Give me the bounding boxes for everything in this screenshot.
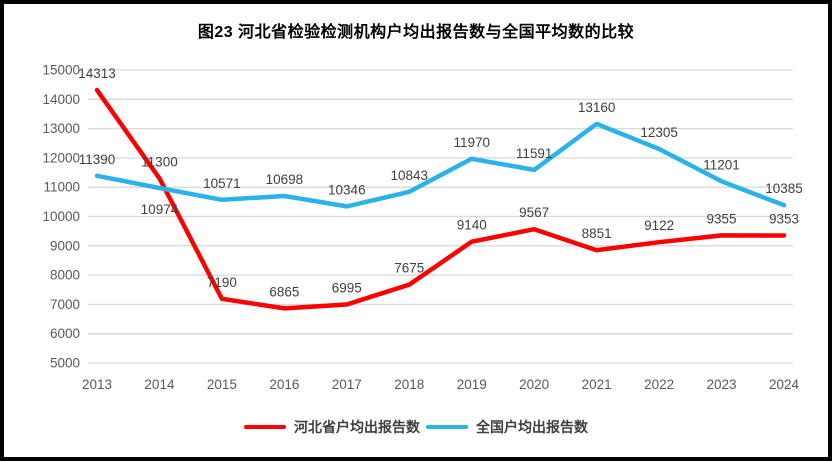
y-axis-tick-label: 14000 xyxy=(42,92,80,107)
data-label: 9567 xyxy=(519,205,549,220)
x-axis-tick-label: 2013 xyxy=(82,377,112,392)
x-axis-tick-label: 2019 xyxy=(457,377,487,392)
data-label: 9140 xyxy=(457,218,487,233)
data-label: 11300 xyxy=(141,154,178,169)
y-axis-tick-label: 15000 xyxy=(42,63,80,78)
data-label: 14313 xyxy=(78,66,116,81)
legend-item-national[interactable]: 全国户均出报告数 xyxy=(426,417,588,437)
line-chart: 5000 6000 7000 8000 9000 10000 11000 12000 13000… xyxy=(42,63,803,393)
data-label: 8851 xyxy=(582,226,612,241)
x-axis-tick-label: 2023 xyxy=(707,377,737,392)
data-label: 11970 xyxy=(453,135,490,150)
national-line-swatch-icon xyxy=(426,425,468,429)
chart-legend: 河北省户均出报告数 全国户均出报告数 xyxy=(4,417,828,437)
legend-label-hebei: 河北省户均出报告数 xyxy=(294,419,420,435)
x-axis-tick-label: 2024 xyxy=(769,377,800,392)
data-label: 11201 xyxy=(703,157,740,172)
data-label: 10698 xyxy=(266,172,304,187)
chart-title: 图23 河北省检验检测机构户均出报告数与全国平均数的比较 xyxy=(197,24,635,41)
data-label: 12305 xyxy=(640,125,678,140)
data-label: 7190 xyxy=(207,275,237,290)
data-label: 10843 xyxy=(390,168,428,183)
y-axis-tick-label: 13000 xyxy=(42,121,80,136)
legend-label-national: 全国户均出报告数 xyxy=(476,419,588,435)
x-axis-tick-label: 2017 xyxy=(332,377,362,392)
y-axis-tick-label: 8000 xyxy=(50,268,80,283)
y-axis-tick-label: 5000 xyxy=(50,356,80,371)
x-axis-tick-label: 2018 xyxy=(394,377,424,392)
data-label: 7675 xyxy=(394,261,424,276)
data-label: 9122 xyxy=(644,218,674,233)
x-axis-tick-label: 2022 xyxy=(644,377,674,392)
y-axis-tick-label: 11000 xyxy=(43,180,80,195)
y-axis-tick-label: 9000 xyxy=(50,238,80,253)
data-label: 6995 xyxy=(332,281,362,296)
data-label: 13160 xyxy=(578,100,616,115)
x-axis-tick-label: 2016 xyxy=(269,377,299,392)
national-line xyxy=(94,121,787,209)
y-axis-tick-label: 6000 xyxy=(50,326,80,341)
data-label: 10385 xyxy=(765,181,803,196)
x-axis-tick-label: 2020 xyxy=(519,377,549,392)
data-label: 11390 xyxy=(79,152,116,167)
hebei-line xyxy=(94,87,787,311)
data-label: 9353 xyxy=(769,211,799,226)
data-label: 9355 xyxy=(707,211,737,226)
legend-item-hebei[interactable]: 河北省户均出报告数 xyxy=(244,417,420,437)
x-axis-tick-label: 2015 xyxy=(207,377,237,392)
x-axis-tick-label: 2021 xyxy=(582,377,612,392)
x-axis-tick-label: 2014 xyxy=(144,377,175,392)
data-label: 10571 xyxy=(203,176,241,191)
data-label: 10974 xyxy=(141,202,179,217)
data-label: 10346 xyxy=(328,182,366,197)
data-label: 6865 xyxy=(269,284,299,299)
data-label: 11591 xyxy=(516,146,553,161)
y-axis-tick-label: 12000 xyxy=(42,150,80,165)
y-axis-tick-label: 10000 xyxy=(42,209,80,224)
y-axis-tick-label: 7000 xyxy=(50,297,80,312)
hebei-line-swatch-icon xyxy=(244,425,286,429)
